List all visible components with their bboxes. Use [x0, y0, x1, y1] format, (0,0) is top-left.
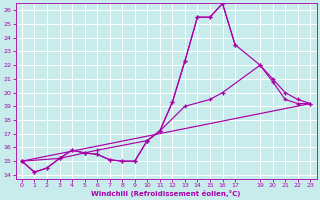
X-axis label: Windchill (Refroidissement éolien,°C): Windchill (Refroidissement éolien,°C) — [92, 190, 241, 197]
